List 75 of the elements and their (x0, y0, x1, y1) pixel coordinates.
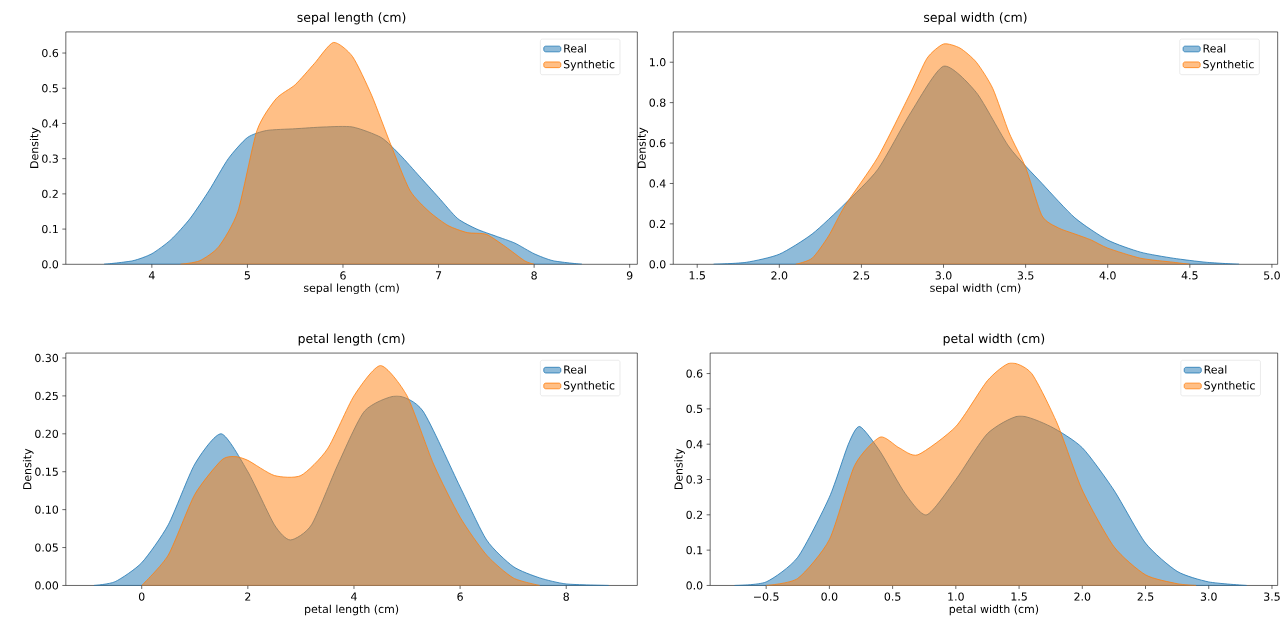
y-tick-label: 0.4 (649, 179, 666, 188)
chart-title: sepal width (cm) (924, 12, 1027, 25)
y-tick-label: 0.00 (35, 581, 59, 590)
y-tick-label: 0.10 (35, 505, 59, 514)
x-tick-label: 3.0 (1200, 592, 1217, 601)
legend-label: Synthetic (563, 59, 615, 71)
x-tick-label: 1.5 (1011, 592, 1027, 601)
y-tick-label: 0.4 (686, 439, 703, 449)
y-tick-label: 0.1 (686, 545, 703, 555)
x-tick-label: 2.0 (771, 271, 788, 280)
x-tick-label: 7 (435, 271, 442, 280)
legend-label: Real (1204, 365, 1227, 374)
x-tick-label: 5 (244, 271, 250, 280)
legend-label: Real (564, 365, 586, 374)
x-tick-label: 6 (457, 592, 463, 601)
x-tick-label: 4 (351, 592, 357, 601)
y-tick-label: 0.0 (649, 260, 666, 269)
x-tick-label: 5.0 (1264, 271, 1280, 280)
chart-title: sepal length (cm) (297, 12, 406, 25)
y-tick-label: 1.0 (649, 57, 666, 67)
y-tick-label: 0.2 (686, 510, 703, 519)
y-tick-label: 0.15 (35, 467, 58, 476)
y-tick-label: 0.3 (686, 475, 703, 484)
x-tick-label: 2.0 (1074, 592, 1091, 601)
x-tick-label: 2.5 (853, 271, 870, 280)
x-tick-label: 3.5 (1264, 592, 1280, 601)
y-tick-label: 0.5 (42, 83, 58, 93)
x-tick-label: 0.5 (884, 592, 901, 601)
y-tick-label: 0.4 (42, 119, 59, 128)
chart-title: petal width (cm) (943, 333, 1045, 346)
x-tick-label: −0.5 (754, 592, 779, 601)
x-axis-title: sepal width (cm) (930, 283, 1021, 294)
x-tick-label: 6 (340, 271, 346, 280)
x-tick-label: 8 (563, 592, 569, 601)
x-tick-label: 4.0 (1099, 271, 1116, 280)
legend-label: Real (564, 43, 586, 53)
y-tick-label: 0.6 (42, 48, 59, 58)
x-tick-label: 0 (138, 592, 145, 601)
y-tick-label: 0.05 (35, 543, 58, 552)
y-tick-label: 0.1 (42, 224, 58, 234)
x-tick-label: 4 (148, 271, 155, 280)
y-tick-label: 0.5 (686, 404, 703, 413)
legend-label: Synthetic (1204, 380, 1255, 392)
x-axis-title: sepal length (cm) (303, 283, 399, 294)
x-tick-label: 2 (245, 592, 251, 601)
y-axis-title: Density (22, 448, 34, 489)
y-axis-title: Density (674, 448, 685, 489)
x-tick-label: 2.5 (1137, 592, 1154, 601)
y-tick-label: 0.6 (686, 369, 703, 378)
legend-label: Synthetic (1203, 59, 1254, 71)
x-tick-label: 3.5 (1017, 271, 1034, 280)
x-tick-label: 0.0 (821, 592, 838, 601)
y-axis-title: Density (29, 127, 41, 168)
y-tick-label: 0.30 (35, 353, 59, 362)
legend-label: Real (1203, 43, 1226, 53)
y-tick-label: 0.2 (42, 189, 58, 198)
y-tick-label: 0.3 (42, 154, 58, 163)
chart-title: petal length (cm) (298, 333, 405, 346)
x-axis-title: petal length (cm) (305, 604, 399, 616)
x-tick-label: 3.0 (935, 271, 952, 280)
y-axis-title: Density (637, 127, 648, 168)
y-tick-label: 0.0 (686, 581, 703, 590)
y-tick-label: 0.20 (35, 429, 59, 438)
legend-label: Synthetic (563, 380, 615, 392)
x-tick-label: 8 (531, 271, 537, 280)
x-tick-label: 4.5 (1181, 271, 1198, 280)
y-tick-label: 0.8 (649, 98, 666, 107)
x-tick-label: 1.0 (948, 592, 964, 601)
x-axis-title: petal width (cm) (949, 604, 1039, 616)
x-tick-label: 1.5 (689, 271, 705, 280)
y-tick-label: 0.2 (649, 219, 666, 228)
y-tick-label: 0.6 (649, 138, 666, 148)
x-tick-label: 9 (626, 271, 633, 280)
y-tick-label: 0.0 (42, 260, 59, 269)
y-tick-label: 0.25 (35, 391, 58, 400)
